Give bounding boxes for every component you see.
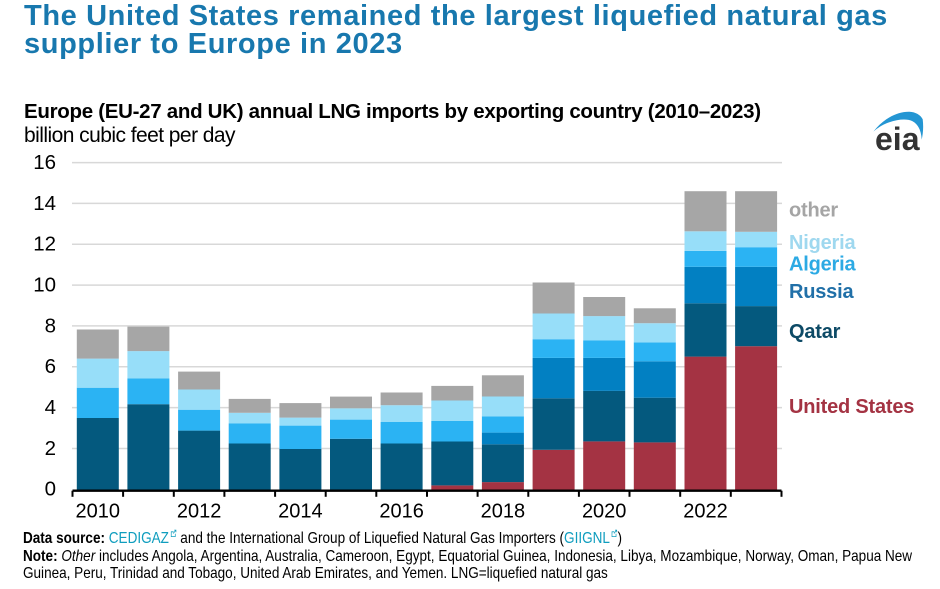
svg-text:0: 0 <box>45 478 56 501</box>
svg-text:8: 8 <box>45 314 56 337</box>
svg-text:2018: 2018 <box>481 500 526 522</box>
svg-text:2: 2 <box>45 437 56 460</box>
svg-text:United States: United States <box>789 396 914 418</box>
svg-text:2020: 2020 <box>582 500 627 522</box>
svg-text:14: 14 <box>33 192 56 215</box>
svg-text:other: other <box>789 200 838 222</box>
svg-text:2010: 2010 <box>76 500 121 522</box>
svg-text:12: 12 <box>33 233 56 256</box>
svg-text:eia: eia <box>875 121 920 157</box>
svg-text:2022: 2022 <box>683 500 728 522</box>
svg-text:2016: 2016 <box>379 500 424 522</box>
svg-text:10: 10 <box>33 274 56 297</box>
svg-text:Nigeria: Nigeria <box>789 232 856 254</box>
svg-text:6: 6 <box>45 355 56 378</box>
svg-text:4: 4 <box>45 396 56 419</box>
svg-text:2012: 2012 <box>177 500 222 522</box>
svg-text:2014: 2014 <box>278 500 323 522</box>
svg-text:Qatar: Qatar <box>789 321 841 343</box>
svg-text:16: 16 <box>33 151 56 174</box>
svg-text:Russia: Russia <box>789 281 854 303</box>
svg-text:Algeria: Algeria <box>789 253 856 275</box>
